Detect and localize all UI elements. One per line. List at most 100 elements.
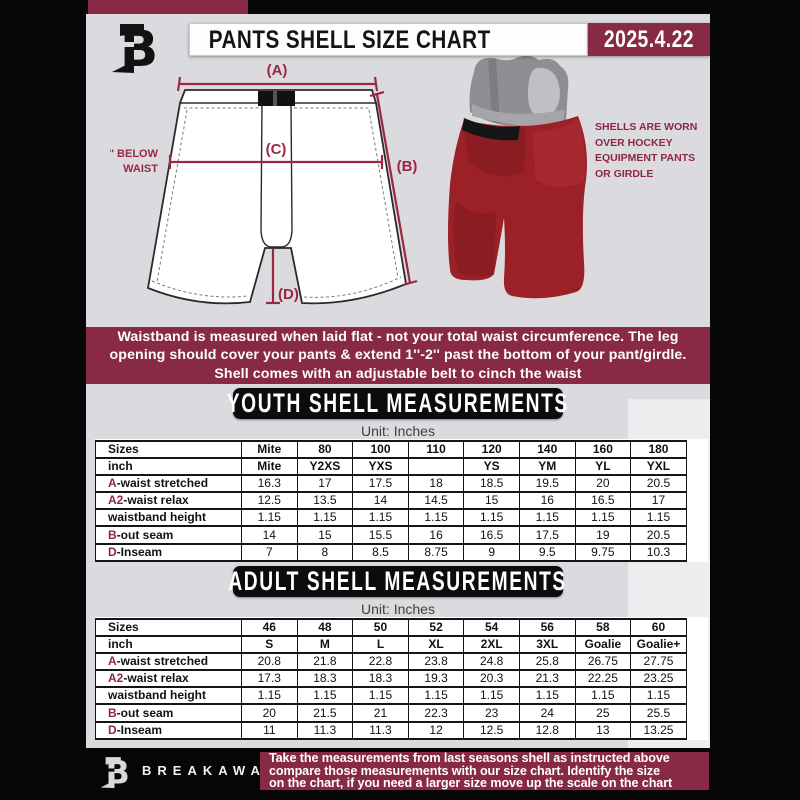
cell: Goalie+ (630, 635, 687, 655)
cell: 16 (518, 491, 576, 511)
cell: 60 (630, 617, 687, 638)
cell: 1.15 (574, 686, 632, 706)
table-row: inch Mite Y2XS YXS YS YM YL YXL (95, 457, 687, 477)
cell: 25.5 (630, 703, 687, 723)
youth-section-banner: YOUTH SHELL MEASUREMENTS (227, 388, 567, 419)
cell: 22.25 (574, 669, 632, 689)
cell: 80 (296, 439, 354, 460)
cell: 1.15 (463, 686, 520, 706)
cell: 19.5 (518, 474, 576, 494)
adult-table-container: Sizes 46 48 50 52 54 56 58 60 inch S M L XL 2XL 3XL Goal… (95, 617, 708, 740)
cell: 13 (574, 720, 632, 740)
cell: YS (463, 457, 520, 477)
text-line: OVER HOCKEY (595, 136, 673, 149)
cell: 140 (518, 439, 576, 460)
cell: 8 (296, 542, 354, 562)
cell (407, 457, 465, 477)
cell: 13.25 (630, 720, 687, 740)
waist-note-line1: 7'' BELOW (110, 148, 159, 160)
row-label: D-Inseam (95, 720, 242, 740)
cell: 16 (407, 525, 465, 545)
cell: 9.5 (518, 542, 576, 562)
row-label: waistband height (95, 508, 242, 528)
label-C: (C) (266, 141, 287, 158)
cell: 12 (407, 720, 465, 740)
footer-note: Take the measurements from last seasons … (260, 751, 709, 790)
table-row: A-waist stretched 20.8 21.8 22.8 23.8 24.8 25.… (95, 652, 687, 672)
cell: 17 (296, 474, 354, 494)
cell: 12.5 (463, 720, 520, 740)
table-row: D-Inseam 7 8 8.5 8.75 9 9.5 9.75 10.3 (95, 542, 687, 562)
table-row: B-out seam 14 15 15.5 16 16.5 17.5 19 20.5 (95, 525, 687, 545)
cell: 56 (518, 617, 576, 638)
text-line: SHELLS ARE WORN (595, 121, 698, 133)
breakaway-logo: B (112, 20, 158, 76)
cell: Mite (241, 457, 298, 477)
cell: 2XL (463, 635, 520, 655)
table-row: D-Inseam 11 11.3 11.3 12 12.5 12.8 13 13.25 (95, 720, 687, 740)
cell: 20.8 (241, 652, 298, 672)
cell: 15.5 (352, 525, 409, 545)
measurement-lines (168, 76, 418, 305)
row-label: D-Inseam (95, 542, 242, 562)
cell: 54 (463, 617, 520, 638)
table-row: A2-waist relax 17.3 18.3 18.3 19.3 20.3 21.3 22… (95, 669, 687, 689)
row-label: inch (95, 635, 242, 655)
cell: 50 (352, 617, 409, 638)
cell: 1.15 (630, 508, 687, 528)
cell: 17 (630, 491, 687, 511)
row-label: A-waist stretched (95, 652, 242, 672)
cell: 1.15 (296, 686, 354, 706)
shell-photo (448, 55, 587, 299)
table-row: Sizes Mite 80 100 110 120 140 160 180 (95, 439, 687, 460)
shell-measurement-diagram: (A) (B) (C) (D) 7'' BELOW WAIST (110, 62, 418, 305)
cell: 23.25 (630, 669, 687, 689)
cell: 20.3 (463, 669, 520, 689)
cell: 110 (407, 439, 465, 460)
text-line: compare those measurements with our size… (269, 763, 661, 778)
cell: 3XL (518, 635, 576, 655)
row-label: B-out seam (95, 703, 242, 723)
cell: 8.75 (407, 542, 465, 562)
cell: 1.15 (574, 508, 632, 528)
cell: 17.3 (241, 669, 298, 689)
cell: 1.15 (241, 686, 298, 706)
info-banner: Waistband is measured when laid flat - n… (86, 327, 710, 384)
text-line: Shell comes with an adjustable belt to c… (214, 365, 582, 382)
cell: 12.8 (518, 720, 576, 740)
table-row: A-waist stretched 16.3 17 17.5 18 18.5 19.5 20 2… (95, 474, 687, 494)
cell: 20 (241, 703, 298, 723)
cell: 18 (407, 474, 465, 494)
adult-unit-label: Unit: Inches (361, 601, 435, 617)
cell: 10.3 (630, 542, 687, 562)
cell: 20.5 (630, 474, 687, 494)
date-badge: 2025.4.22 (588, 23, 710, 56)
cell: L (352, 635, 409, 655)
text-line: opening should cover your pants & extend… (109, 347, 687, 364)
shell-waistband (462, 118, 520, 141)
cell: 15 (463, 491, 520, 511)
footer-brand-text: BREAKAWAY (142, 763, 280, 778)
cell: 120 (463, 439, 520, 460)
cell: 17.5 (518, 525, 576, 545)
cell: 13.5 (296, 491, 354, 511)
cell: 20 (574, 474, 632, 494)
cell: 21 (352, 703, 409, 723)
cell: 14 (241, 525, 298, 545)
page-title: PANTS SHELL SIZE CHART (208, 24, 491, 53)
cell: 1.15 (518, 686, 576, 706)
table-row: A2-waist relax 12.5 13.5 14 14.5 15 16 16.5 17 (95, 491, 687, 511)
row-label: waistband height (95, 686, 242, 706)
row-label: inch (95, 457, 242, 477)
cell: 16.5 (574, 491, 632, 511)
photo-note: SHELLS ARE WORN OVER HOCKEY EQUIPMENT PANT… (595, 120, 710, 182)
cell: 9 (463, 542, 520, 562)
page-background: B B PANTS SHELL SIZE CHART 2025.4.22 (86, 14, 710, 748)
cell: 7 (241, 542, 298, 562)
table-row: Sizes 46 48 50 52 54 56 58 60 (95, 617, 687, 638)
cell: Y2XS (296, 457, 354, 477)
text-line: Waistband is measured when laid flat - n… (117, 328, 679, 345)
cell: 1.15 (407, 508, 465, 528)
cell: 23 (463, 703, 520, 723)
cell: 24 (518, 703, 576, 723)
